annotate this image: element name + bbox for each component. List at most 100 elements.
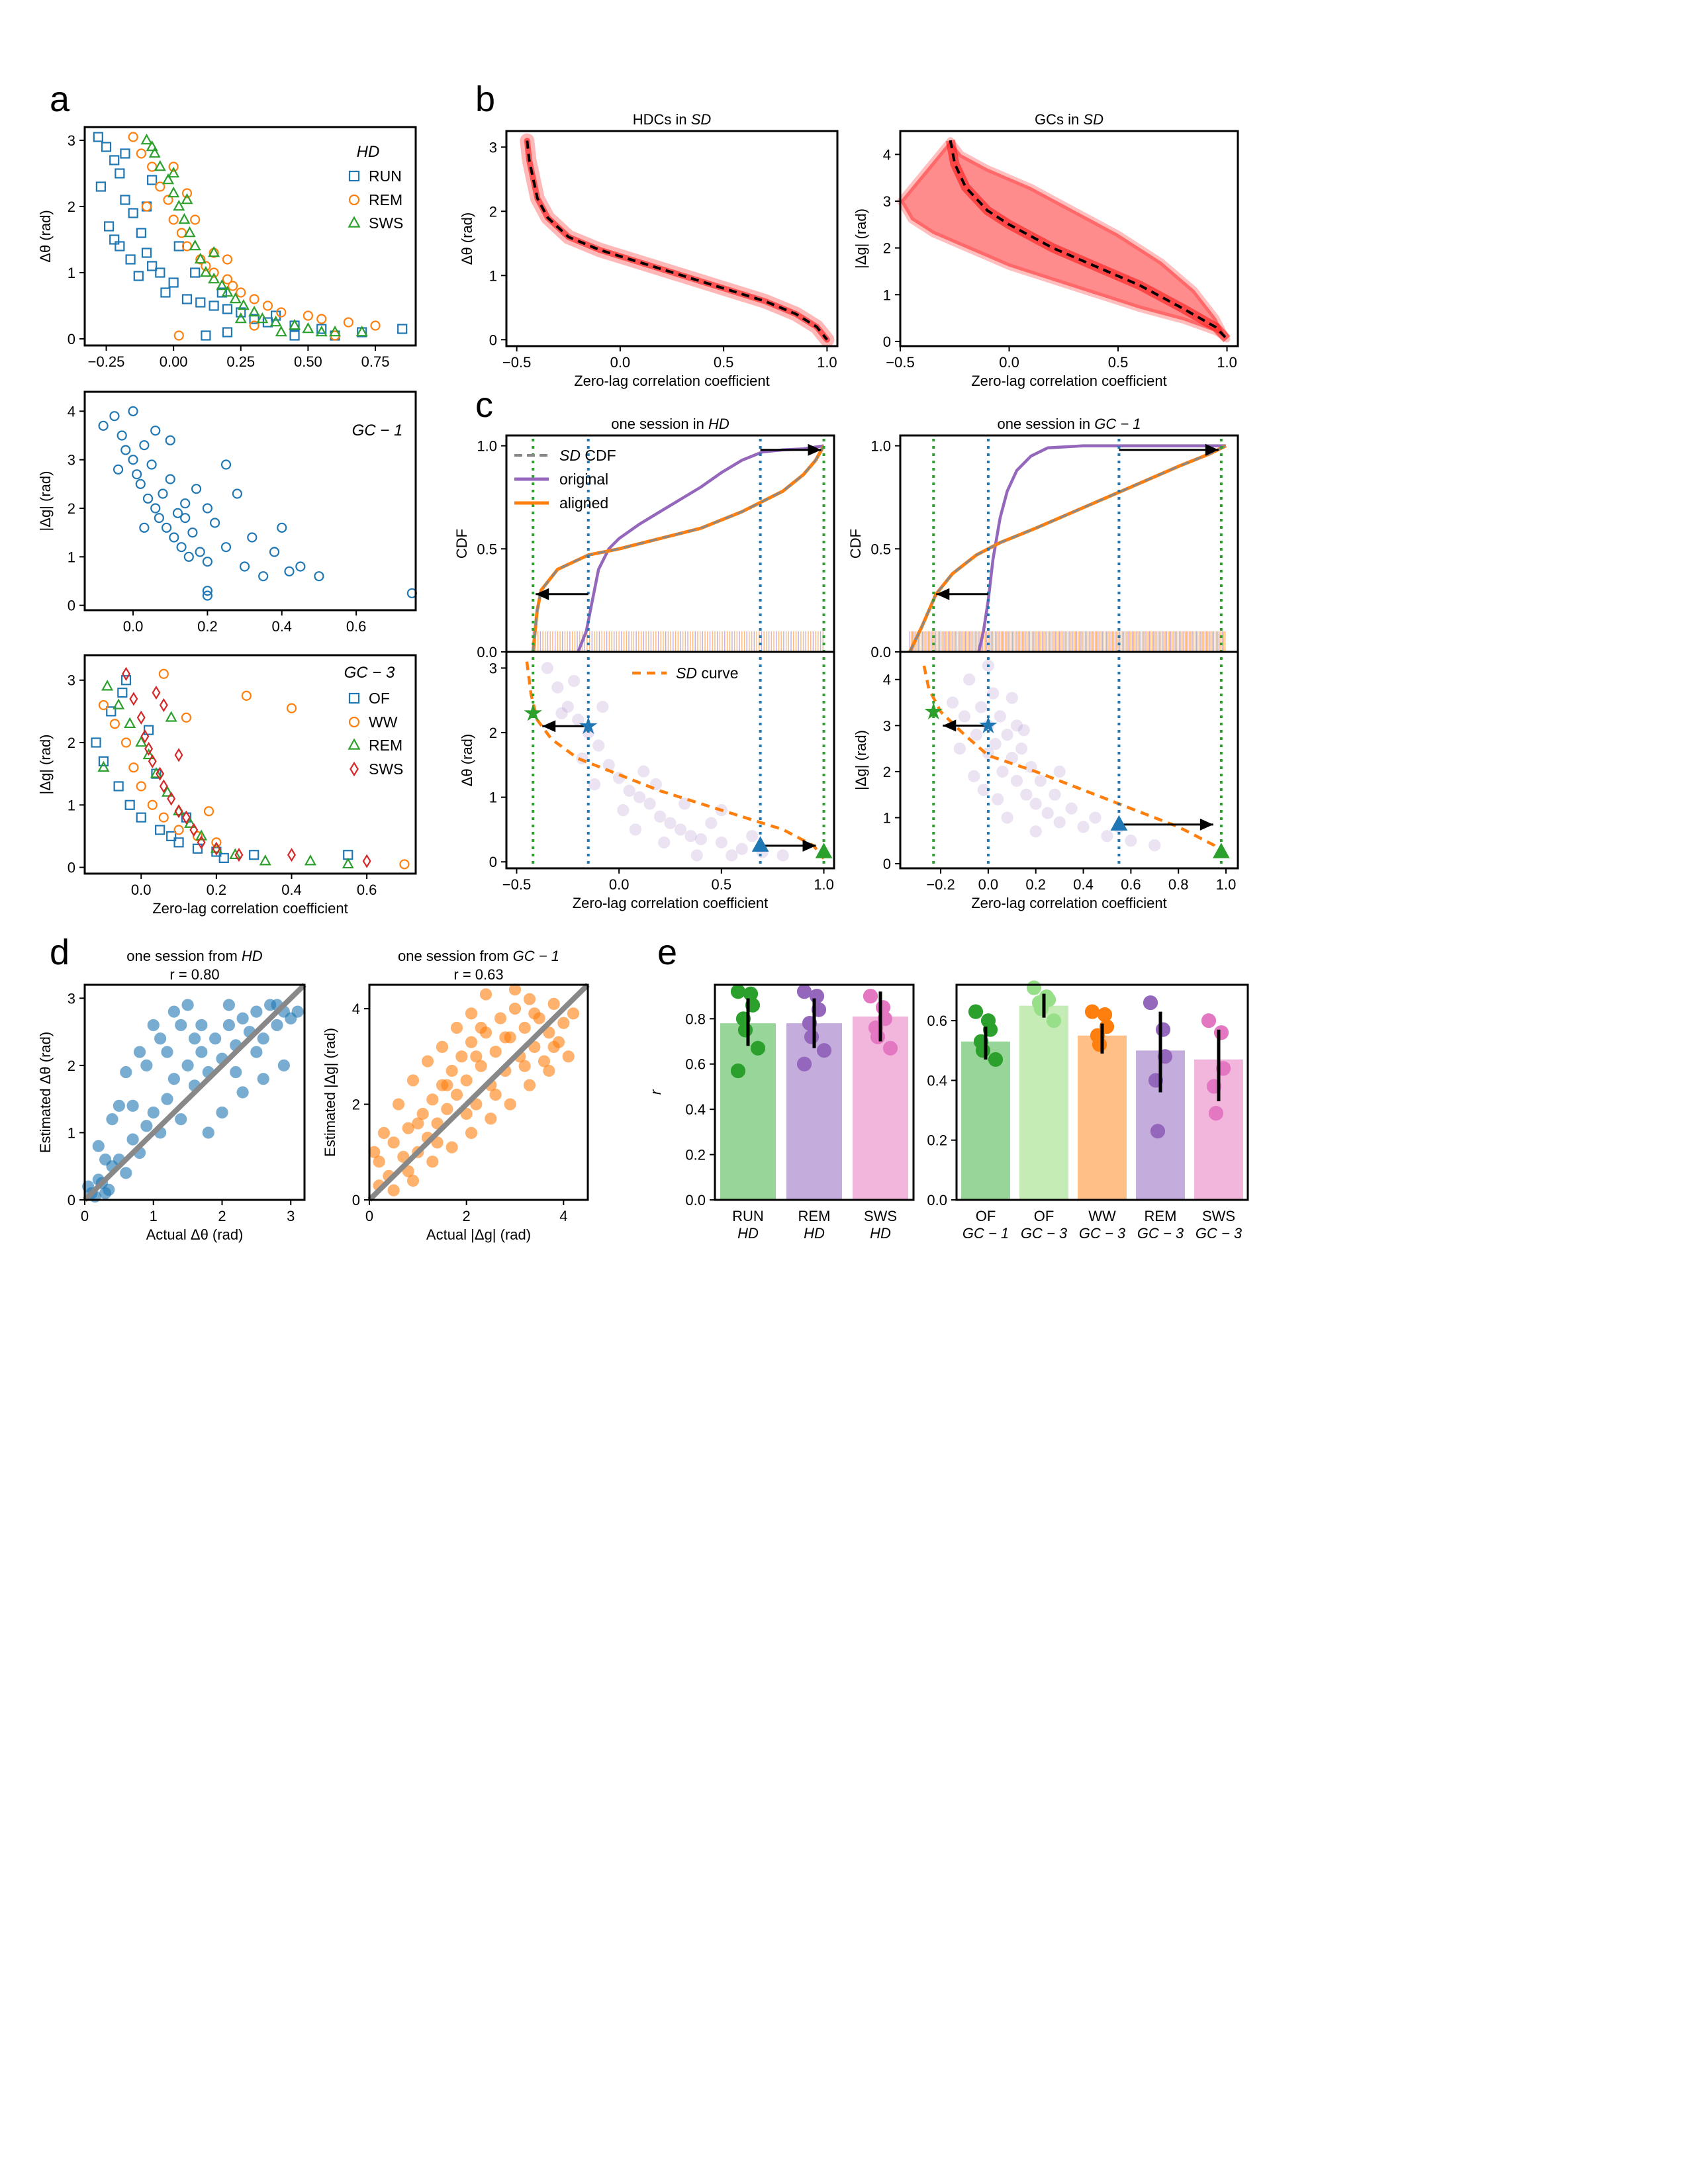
data-point (277, 1059, 290, 1071)
data-point-sws (197, 835, 206, 850)
data-point (528, 1040, 541, 1053)
data-point-rem (150, 767, 162, 778)
cdf-arrow-right-head (1205, 443, 1219, 456)
data-point-sws (178, 212, 191, 224)
y-tick-label: 0 (489, 854, 497, 870)
y-tick-label: 0.0 (477, 644, 497, 660)
data-point-rem (190, 214, 201, 225)
data-point-sws (234, 312, 247, 324)
y-tick-label: 2 (352, 1097, 360, 1113)
bar-data-point (1155, 1022, 1171, 1037)
data-point (181, 999, 194, 1011)
data-point-rem (168, 214, 179, 225)
y-axis-label: |Δg| (rad) (853, 208, 869, 269)
bar-label: REM (798, 1208, 831, 1224)
data-point-run (316, 324, 327, 334)
cloud-point (684, 830, 697, 842)
data-point-rem (184, 817, 197, 828)
legend-label: SWS (369, 214, 403, 232)
data-point-rem (113, 698, 125, 709)
data-point-run (109, 234, 120, 245)
data-point-ww (241, 690, 252, 701)
data-point (295, 561, 306, 572)
cloud-point (992, 793, 1004, 805)
data-point (236, 1012, 249, 1024)
correlation-label: r = 0.63 (453, 966, 503, 983)
bar-group-label: GC − 1 (962, 1225, 1009, 1242)
data-point (128, 455, 138, 465)
data-point (426, 1156, 439, 1168)
x-tick-label: 0 (365, 1208, 373, 1224)
data-point (475, 1060, 487, 1072)
data-point-sws (183, 226, 196, 238)
data-point (126, 1099, 139, 1112)
bar-data-point (882, 1040, 898, 1056)
cloud-point (1089, 811, 1102, 824)
y-tick-label: 0.0 (927, 1192, 947, 1208)
x-tick-label: 3 (287, 1208, 295, 1224)
data-point-of (249, 850, 259, 860)
x-axis-label: Zero-lag correlation coefficient (574, 373, 770, 389)
cloud-point (613, 772, 626, 784)
data-point (460, 1107, 473, 1120)
x-tick-label: 1.0 (814, 876, 834, 893)
data-point-sws (355, 325, 368, 337)
data-point (139, 440, 150, 451)
data-point (161, 1093, 173, 1105)
bar-group-label: GC − 3 (1137, 1225, 1184, 1242)
data-point-ww (192, 831, 203, 842)
y-axis-label: r (647, 1089, 664, 1095)
y-tick-label: 4 (68, 403, 75, 420)
x-tick-label: 0.75 (361, 353, 390, 370)
y-axis-label: Estimated Δθ (rad) (37, 1032, 54, 1153)
legend-emphasis: SD (676, 664, 697, 682)
data-point (146, 459, 157, 470)
data-point (499, 1031, 512, 1044)
data-point-rem (304, 854, 316, 866)
bar-data-point (1097, 1007, 1113, 1023)
data-point (120, 1066, 132, 1079)
data-point-sws (167, 186, 180, 198)
x-tick-label: −0.5 (886, 354, 914, 371)
data-point-sws (221, 285, 234, 297)
data-point-of (136, 812, 146, 823)
bar-label: OF (976, 1208, 996, 1224)
data-point-rem (222, 274, 233, 285)
data-point-sws (154, 159, 166, 171)
x-tick-label: 1.0 (817, 354, 837, 371)
chart-d-left: 0 1 2 3 0 1 2 3 Estimated Δθ (rad) Actual Δθ (rad… (37, 948, 306, 1243)
axes-frame (955, 983, 1249, 1201)
data-point-sws (181, 810, 191, 825)
data-point (518, 1060, 531, 1072)
data-point (202, 590, 212, 601)
chart-a-bottom: 0.0 0.2 0.4 0.6 0 1 2 3 |Δg| (rad) Zero-lag corre… (37, 654, 417, 917)
bar-group-label: HD (870, 1225, 891, 1242)
cloud-point (653, 810, 667, 823)
data-point (222, 1019, 235, 1032)
chart-b-left: −0.5 0.0 0.5 1.0 0 1 2 3 Δθ (rad) Zero-lag correl… (459, 111, 839, 389)
data-point-sws (140, 729, 150, 744)
x-tick-label: 0.0 (609, 876, 630, 893)
data-point (183, 551, 194, 562)
y-tick-label: 3 (489, 139, 497, 156)
data-point (392, 1098, 405, 1111)
data-point-sws (148, 146, 161, 158)
y-tick-label: 0.4 (927, 1072, 947, 1089)
data-point-sws (329, 325, 342, 337)
data-point (167, 1073, 180, 1085)
cloud-point (1029, 797, 1042, 810)
data-point (543, 1064, 555, 1077)
data-point-run (168, 277, 179, 288)
data-point (169, 532, 179, 543)
data-point-run (271, 310, 281, 321)
bar (961, 1041, 1010, 1200)
y-tick-label: 2 (489, 725, 497, 741)
legend-text: curve (697, 664, 739, 682)
data-point (98, 420, 109, 431)
data-point (202, 557, 212, 567)
cloud-point (1101, 830, 1113, 842)
data-point (120, 1167, 132, 1179)
data-point-rem (303, 310, 313, 321)
cloud-point (1049, 788, 1061, 801)
